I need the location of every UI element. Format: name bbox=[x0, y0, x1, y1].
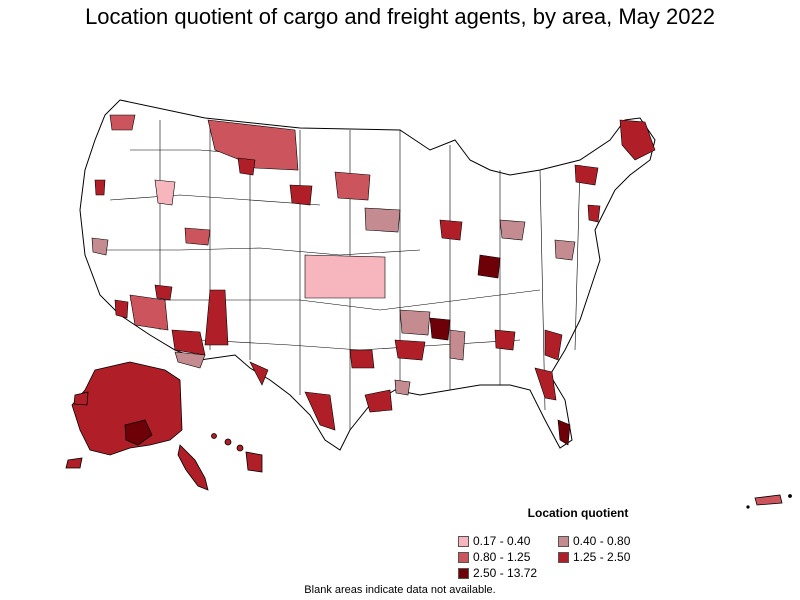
legend-item-3: 0.80 - 1.25 bbox=[458, 550, 558, 564]
area-carolina bbox=[544, 329, 563, 361]
area-california-bay bbox=[91, 237, 109, 256]
area-nd bbox=[289, 184, 313, 206]
area-pr-island-2 bbox=[746, 505, 750, 509]
area-hawaii-maui bbox=[236, 444, 244, 452]
legend-label-1: 0.17 - 0.40 bbox=[473, 534, 531, 548]
area-nevada bbox=[154, 284, 173, 301]
alaska bbox=[65, 361, 209, 491]
legend-label-4: 1.25 - 2.50 bbox=[573, 550, 631, 564]
legend-item-4: 1.25 - 2.50 bbox=[558, 550, 658, 564]
legend-label-3: 0.80 - 1.25 bbox=[473, 550, 531, 564]
area-iowa bbox=[364, 207, 401, 233]
area-washington bbox=[109, 114, 136, 131]
area-louisiana bbox=[394, 339, 426, 361]
area-maine bbox=[619, 119, 656, 161]
legend-items: 0.17 - 0.40 0.40 - 0.80 0.80 - 1.25 1.25… bbox=[458, 534, 698, 580]
legend-swatch-4 bbox=[558, 551, 569, 563]
legend-item-5: 2.50 - 13.72 bbox=[458, 566, 558, 580]
puerto-rico bbox=[746, 494, 792, 509]
area-new-mexico bbox=[204, 289, 229, 346]
area-wyoming bbox=[237, 157, 256, 176]
legend: Location quotient 0.17 - 0.40 0.40 - 0.8… bbox=[458, 506, 698, 580]
area-oregon bbox=[94, 179, 106, 196]
area-alaska-west bbox=[73, 391, 89, 406]
legend-swatch-1 bbox=[458, 535, 469, 547]
area-kentucky bbox=[477, 254, 501, 279]
area-alaska-main bbox=[71, 361, 183, 456]
legend-item-2: 0.40 - 0.80 bbox=[558, 534, 658, 548]
area-florida-east bbox=[534, 367, 557, 401]
area-alabama bbox=[449, 329, 466, 361]
area-montana bbox=[207, 119, 299, 171]
lq-areas bbox=[91, 114, 656, 446]
area-california-south bbox=[114, 299, 129, 319]
area-alaska-island bbox=[65, 457, 83, 469]
legend-swatch-3 bbox=[458, 551, 469, 563]
legend-swatch-2 bbox=[558, 535, 569, 547]
legend-label-5: 2.50 - 13.72 bbox=[473, 566, 538, 580]
area-minnesota bbox=[334, 171, 371, 201]
area-texas-south bbox=[304, 391, 336, 431]
area-puerto-rico bbox=[754, 494, 783, 506]
area-el-paso bbox=[249, 361, 269, 386]
legend-label-2: 0.40 - 0.80 bbox=[573, 534, 631, 548]
area-new-york bbox=[574, 164, 599, 186]
area-hawaii-oahu bbox=[224, 438, 232, 446]
area-idaho bbox=[154, 179, 176, 206]
area-memphis bbox=[429, 317, 451, 341]
area-atlanta bbox=[494, 329, 516, 351]
footnote: Blank areas indicate data not available. bbox=[304, 584, 496, 596]
legend-title: Location quotient bbox=[527, 506, 629, 520]
area-utah bbox=[184, 227, 211, 246]
area-dallas bbox=[349, 349, 375, 369]
area-chicago bbox=[439, 219, 463, 241]
legend-swatch-5 bbox=[458, 567, 469, 579]
area-pr-island bbox=[788, 494, 792, 498]
area-miami bbox=[557, 419, 571, 446]
area-alaska-se bbox=[177, 444, 209, 491]
area-arizona-south bbox=[174, 351, 206, 369]
hawaii bbox=[211, 433, 263, 473]
area-texas-coast bbox=[364, 389, 393, 413]
area-mississippi bbox=[394, 379, 411, 396]
area-hawaii-kauai bbox=[211, 433, 217, 439]
map-title: Location quotient of cargo and freight a… bbox=[85, 4, 715, 29]
area-kansas bbox=[304, 254, 386, 299]
legend-item-1: 0.17 - 0.40 bbox=[458, 534, 558, 548]
area-hawaii-big bbox=[245, 451, 263, 473]
area-ohio bbox=[499, 219, 526, 241]
area-arkansas bbox=[399, 309, 431, 336]
area-anchorage bbox=[124, 419, 153, 446]
area-arizona-sw bbox=[129, 294, 169, 331]
area-nj bbox=[587, 204, 601, 223]
area-virginia bbox=[554, 239, 576, 261]
